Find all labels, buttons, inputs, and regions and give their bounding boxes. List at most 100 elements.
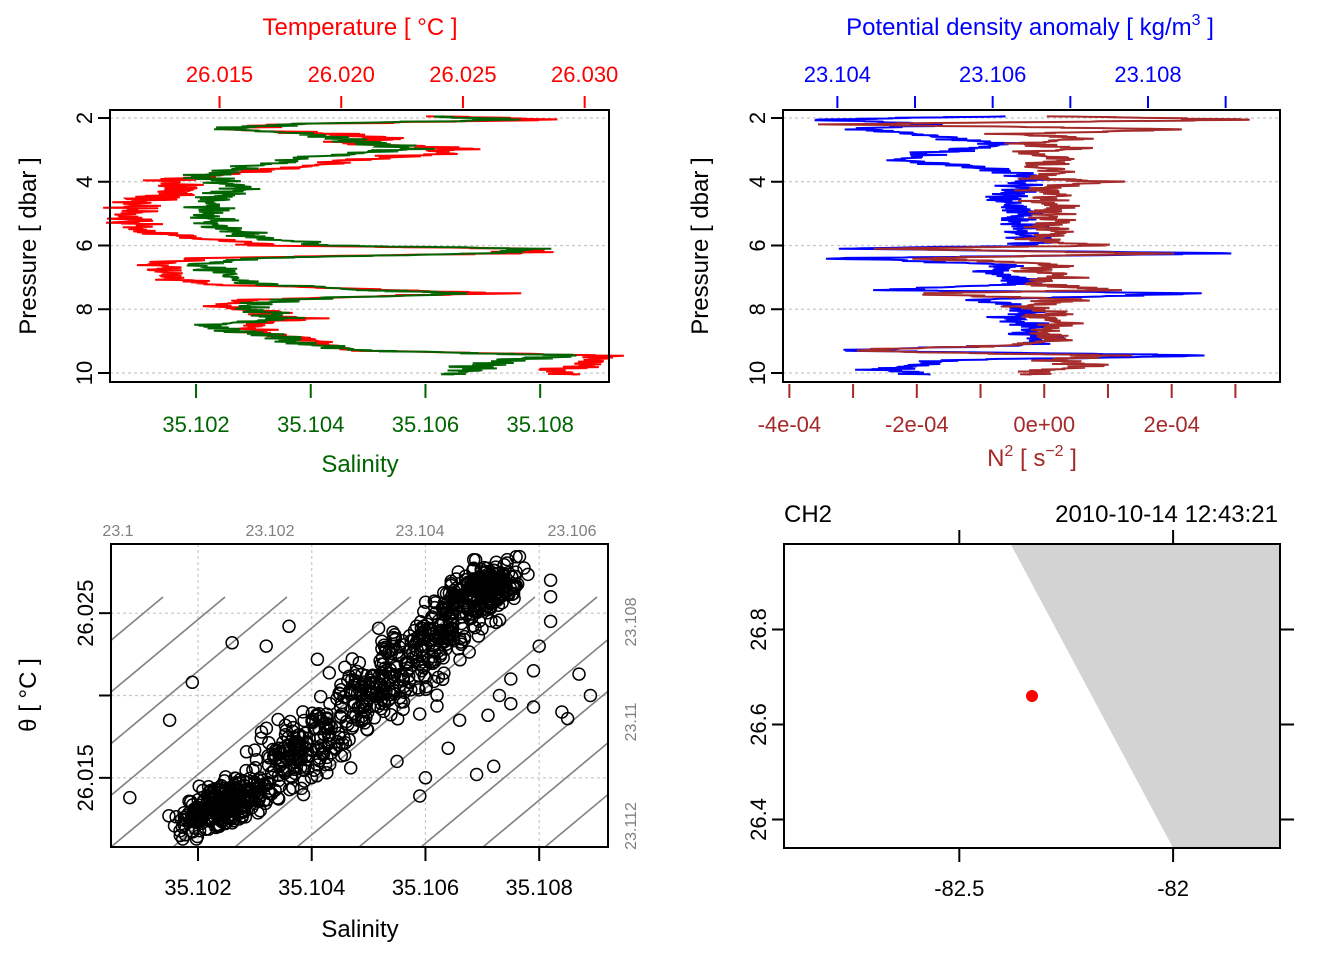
isopycnal-line <box>111 596 412 847</box>
data-point <box>239 745 254 759</box>
station-datetime: 2010-10-14 12:43:21 <box>1055 501 1278 528</box>
data-point <box>332 726 346 741</box>
coastline-land <box>1010 544 1280 848</box>
data-point <box>504 696 518 711</box>
bottom-tick-label: 2e-04 <box>1144 412 1200 437</box>
top-axis-temperature: 26.015 26.020 26.025 26.030 <box>186 62 618 108</box>
data-point <box>432 630 447 644</box>
data-point <box>312 721 326 736</box>
data-point <box>320 750 334 765</box>
data-point <box>242 789 256 803</box>
data-point <box>288 742 302 757</box>
data-point <box>374 696 388 711</box>
data-point <box>320 765 334 780</box>
lat-tick-label: 26.8 <box>746 608 771 651</box>
data-point <box>441 741 455 755</box>
salinity-axis-label: Salinity <box>321 916 398 943</box>
data-point <box>352 655 367 670</box>
data-point <box>543 573 558 587</box>
data-point <box>348 669 362 683</box>
top-tick-label: 26.025 <box>429 62 496 87</box>
data-point <box>358 683 373 697</box>
data-point <box>379 642 393 656</box>
data-point <box>430 688 444 702</box>
data-point <box>425 656 439 671</box>
data-point <box>192 779 206 793</box>
y-axis: 2 4 6 8 10 <box>745 112 783 385</box>
top-tick-label: 26.030 <box>551 62 618 87</box>
data-point <box>442 623 457 637</box>
y-tick-label: 2 <box>745 112 770 124</box>
station-name: CH2 <box>784 501 832 528</box>
data-point <box>304 743 318 758</box>
data-point <box>387 628 402 642</box>
data-point <box>337 690 351 704</box>
n2-axis-label: N2 [ s−2 ] <box>987 443 1077 472</box>
data-point <box>267 763 281 778</box>
data-point <box>169 810 183 824</box>
top-tick-label: 23.108 <box>1114 62 1181 87</box>
bottom-tick-label: 35.104 <box>277 412 344 437</box>
data-point <box>286 781 300 795</box>
isopycnal-top-label: 23.106 <box>548 523 597 540</box>
data-point <box>210 817 224 832</box>
data-point <box>367 711 382 725</box>
data-point <box>486 759 501 774</box>
data-point <box>305 706 320 721</box>
data-point <box>219 816 233 831</box>
bottom-tick-label: 35.108 <box>507 412 574 437</box>
data-point <box>191 801 205 815</box>
data-point <box>418 771 433 785</box>
data-point <box>467 605 482 619</box>
data-point <box>526 700 541 714</box>
data-point <box>204 783 218 798</box>
data-point <box>354 709 369 724</box>
y-tick-label: 26.015 <box>73 744 98 811</box>
data-point <box>431 670 446 684</box>
data-point <box>452 606 467 621</box>
y-tick-label: 10 <box>72 361 97 385</box>
data-point <box>343 761 358 775</box>
data-point <box>427 652 442 667</box>
top-axis-density: 23.104 23.106 23.108 <box>804 62 1227 108</box>
data-point <box>351 713 365 727</box>
data-point <box>248 761 263 775</box>
bottom-tick-label: 35.102 <box>162 412 229 437</box>
data-point <box>583 688 598 703</box>
data-point <box>334 682 348 697</box>
data-point <box>505 578 520 592</box>
data-point <box>422 621 436 636</box>
data-point <box>226 809 241 824</box>
isopycnal-labels: 23.1 23.102 23.104 23.106 23.108 23.11 23.112 <box>102 523 640 850</box>
data-point <box>415 625 430 640</box>
station-marker[interactable] <box>1026 690 1038 702</box>
map-axes: -82.5 -82 26.4 26.6 26.8 <box>746 530 1294 901</box>
data-point <box>334 749 349 763</box>
data-point <box>390 754 404 769</box>
data-point <box>543 614 558 629</box>
data-point <box>254 731 268 745</box>
data-point <box>239 763 253 778</box>
theta-axis-label: θ [ °C ] <box>15 658 42 732</box>
salinity-axis-label: Salinity <box>321 451 398 478</box>
data-point <box>162 713 177 727</box>
lat-tick-label: 26.4 <box>746 798 771 841</box>
data-point <box>247 743 262 757</box>
isopycnal-top-label: 23.102 <box>246 523 295 540</box>
data-point <box>504 672 518 686</box>
data-point <box>517 561 531 575</box>
y-tick-label: 6 <box>72 239 97 251</box>
x-tick-label: 35.102 <box>164 875 231 900</box>
data-point <box>476 571 491 586</box>
y-tick-label: 4 <box>72 176 97 188</box>
x-tick-label: 35.106 <box>392 875 459 900</box>
data-point <box>217 806 231 821</box>
data-point <box>296 787 311 802</box>
y-tick-label: 10 <box>745 361 770 385</box>
data-point <box>418 639 433 654</box>
data-point <box>412 683 426 697</box>
isopycnal-top-label: 23.104 <box>396 523 445 540</box>
data-point <box>227 781 242 795</box>
data-point <box>278 718 293 733</box>
bottom-axis-salinity: 35.102 35.104 35.106 35.108 <box>162 384 574 437</box>
